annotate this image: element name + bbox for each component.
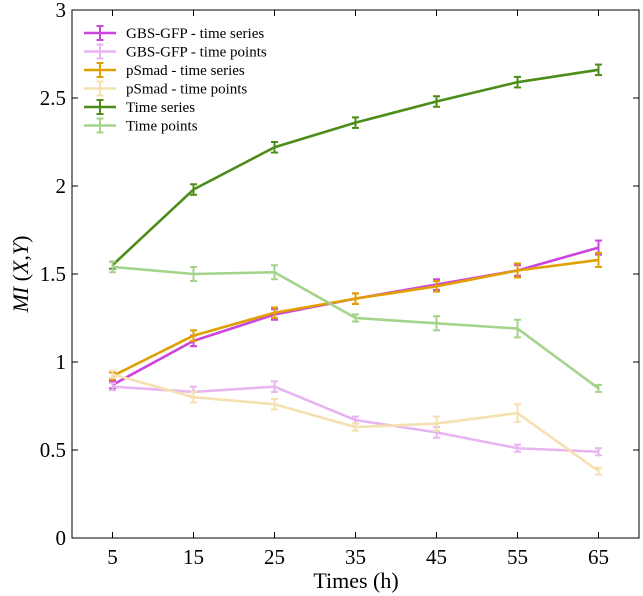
y-tick-label: 1 [56,350,67,374]
y-axis: 0 0.5 1 1.5 2 2.5 3 [40,0,639,550]
legend-label: pSmad - time series [126,63,245,79]
legend-label: Time points [126,119,198,135]
series-5 [109,260,602,393]
x-tick-label: 35 [345,545,366,569]
y-tick-label: 3 [56,0,67,22]
x-tick-label: 25 [264,545,285,569]
legend-entry: Time points [84,117,198,135]
legend-label: Time series [126,100,195,116]
legend-entry: GBS-GFP - time series [84,25,264,42]
y-tick-label: 0 [56,526,67,550]
x-tick-label: 15 [183,545,204,569]
legend-entry: pSmad - time points [84,80,247,98]
y-tick-label: 2.5 [40,86,66,110]
series-4 [109,63,602,270]
series-3 [109,369,602,476]
y-tick-label: 1.5 [40,262,66,286]
legend-entry: Time series [84,99,195,116]
x-tick-label: 5 [107,545,118,569]
series-layer [109,63,602,476]
y-axis-title-close: ) [8,235,33,242]
x-tick-label: 45 [426,545,447,569]
series-2 [109,251,602,381]
legend-label: pSmad - time points [126,82,247,98]
y-axis-title-open: ( [8,274,33,287]
y-axis-title-comma: , [8,255,33,261]
legend-entry: GBS-GFP - time points [84,43,267,61]
x-axis: 5 15 25 35 45 55 65 [107,10,609,569]
y-tick-label: 2 [56,174,67,198]
legend-entry: pSmad - time series [84,62,245,79]
x-tick-label: 55 [507,545,528,569]
y-axis-title: MI (X,Y) [8,235,33,313]
x-axis-title: Times (h) [313,568,398,593]
y-axis-title-x: X [8,259,33,275]
legend: GBS-GFP - time series GBS-GFP - time poin… [84,25,267,135]
legend-label: GBS-GFP - time series [126,26,264,42]
y-axis-title-mi: MI [8,285,33,313]
y-axis-title-y: Y [8,240,33,255]
legend-label: GBS-GFP - time points [126,45,267,61]
x-tick-label: 65 [588,545,609,569]
y-tick-label: 0.5 [40,438,66,462]
